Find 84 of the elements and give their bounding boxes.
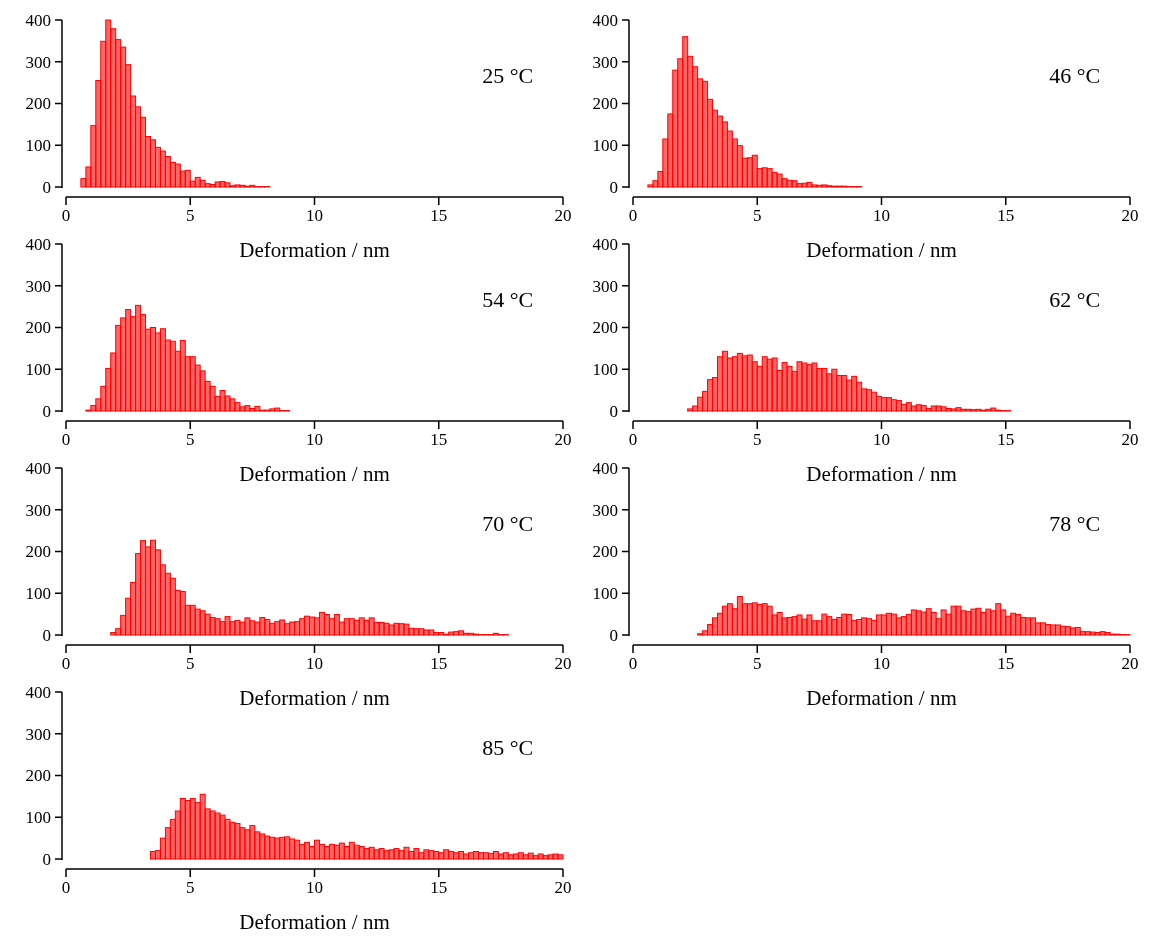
y-tick-label: 0 (42, 177, 51, 197)
y-tick-label: 0 (42, 401, 51, 421)
y-tick-label: 300 (25, 52, 51, 72)
x-tick-label: 5 (753, 654, 762, 673)
annotation: 70 °C (482, 511, 534, 536)
y-tick-label: 200 (25, 766, 51, 786)
x-tick-label: 0 (61, 654, 71, 673)
x-tick-label: 5 (186, 206, 195, 225)
x-tick-label: 0 (61, 878, 71, 897)
x-axis-title: Deformation / nm (239, 910, 390, 934)
y-tick-label: 400 (25, 10, 51, 30)
x-tick-label: 20 (1121, 654, 1139, 673)
y-tick-label: 200 (25, 318, 51, 338)
x-tick-label: 15 (997, 654, 1015, 673)
y-tick-label: 100 (25, 360, 51, 380)
x-tick-label: 20 (554, 654, 572, 673)
y-tick-label: 400 (592, 234, 618, 254)
x-tick-label: 0 (628, 430, 638, 449)
x-axis-title: Deformation / nm (806, 462, 957, 486)
x-tick-label: 10 (306, 430, 323, 449)
x-tick-label: 15 (430, 206, 448, 225)
x-tick-label: 10 (873, 206, 890, 225)
y-tick-label: 200 (592, 542, 618, 562)
y-tick-label: 100 (25, 808, 51, 828)
x-axis-title: Deformation / nm (239, 238, 390, 262)
y-tick-label: 200 (592, 94, 618, 114)
y-tick-label: 400 (25, 682, 51, 702)
x-tick-label: 5 (186, 654, 195, 673)
y-tick-label: 200 (592, 318, 618, 338)
x-tick-label: 0 (61, 206, 71, 225)
annotation: 85 °C (482, 735, 534, 760)
x-axis-title: Deformation / nm (239, 686, 390, 710)
x-tick-label: 0 (628, 654, 638, 673)
y-tick-label: 300 (592, 276, 618, 296)
x-tick-label: 20 (554, 430, 572, 449)
x-tick-label: 5 (753, 430, 762, 449)
y-tick-label: 100 (25, 136, 51, 156)
annotation: 25 °C (482, 63, 534, 88)
y-tick-label: 300 (25, 276, 51, 296)
annotation: 78 °C (1049, 511, 1101, 536)
y-tick-label: 400 (25, 458, 51, 478)
annotation: 62 °C (1049, 287, 1101, 312)
x-tick-label: 15 (997, 430, 1015, 449)
y-tick-label: 300 (592, 500, 618, 520)
y-tick-label: 0 (609, 625, 618, 645)
x-tick-label: 10 (873, 654, 890, 673)
x-tick-label: 0 (628, 206, 638, 225)
y-tick-label: 300 (25, 724, 51, 744)
x-tick-label: 5 (753, 206, 762, 225)
y-tick-label: 100 (25, 584, 51, 604)
y-tick-label: 400 (592, 458, 618, 478)
x-tick-label: 20 (554, 878, 572, 897)
annotation: 46 °C (1049, 63, 1101, 88)
y-tick-label: 400 (25, 234, 51, 254)
x-tick-label: 15 (430, 878, 448, 897)
x-tick-label: 0 (61, 430, 71, 449)
y-tick-label: 400 (592, 10, 618, 30)
y-tick-label: 0 (42, 625, 51, 645)
y-tick-label: 0 (609, 401, 618, 421)
annotation: 54 °C (482, 287, 534, 312)
x-tick-label: 10 (306, 206, 323, 225)
y-tick-label: 100 (592, 360, 618, 380)
x-tick-label: 5 (186, 430, 195, 449)
y-tick-label: 300 (25, 500, 51, 520)
x-tick-label: 15 (997, 206, 1015, 225)
y-tick-label: 200 (25, 94, 51, 114)
x-tick-label: 20 (1121, 430, 1139, 449)
x-tick-label: 5 (186, 878, 195, 897)
x-tick-label: 10 (306, 878, 323, 897)
y-tick-label: 100 (592, 136, 618, 156)
x-axis-title: Deformation / nm (806, 238, 957, 262)
x-tick-label: 20 (1121, 206, 1139, 225)
y-tick-label: 200 (25, 542, 51, 562)
y-tick-label: 300 (592, 52, 618, 72)
x-tick-label: 15 (430, 430, 448, 449)
x-axis-title: Deformation / nm (806, 686, 957, 710)
y-tick-label: 100 (592, 584, 618, 604)
x-tick-label: 15 (430, 654, 448, 673)
x-tick-label: 10 (873, 430, 890, 449)
y-tick-label: 0 (609, 177, 618, 197)
x-tick-label: 10 (306, 654, 323, 673)
x-tick-label: 20 (554, 206, 572, 225)
x-axis-title: Deformation / nm (239, 462, 390, 486)
y-tick-label: 0 (42, 849, 51, 869)
